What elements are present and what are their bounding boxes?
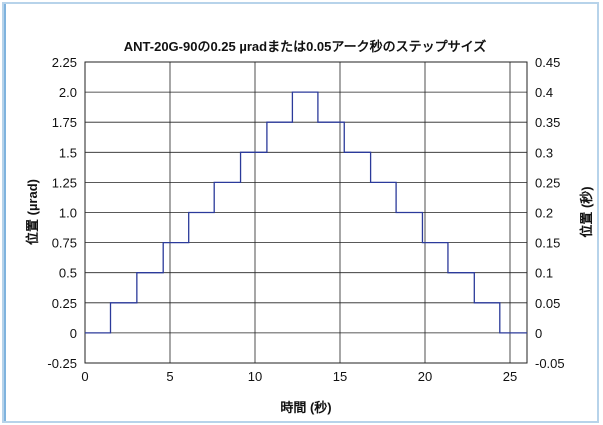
x-tick-label: 0	[81, 369, 88, 384]
grid	[84, 61, 527, 364]
y-tick-label-right: 0.2	[535, 206, 553, 221]
y-tick-label-right: 0.35	[535, 115, 560, 130]
y-tick-label-right: -0.05	[535, 356, 565, 371]
series-line	[85, 91, 527, 334]
y-axis-label-right: 位置 (秒)	[579, 186, 594, 237]
x-axis-label: 時間 (秒)	[280, 400, 331, 415]
y-tick-label-right: 0.45	[535, 55, 560, 70]
plot-area	[84, 61, 528, 364]
y-tick-label-right: 0.4	[535, 85, 553, 100]
y-tick-label: 0	[70, 326, 77, 341]
left-ticks: 2.25 2.0 1.75 1.5 1.25 1.0 0.75 0.5 0.25 0 -0.25	[47, 55, 77, 371]
x-tick-label: 5	[166, 369, 173, 384]
right-ticks: 0.45 0.4 0.35 0.3 0.25 0.2 0.15 0.1 0.05 0 -0.05	[535, 55, 565, 371]
x-tick-label: 20	[418, 369, 432, 384]
x-tick-label: 15	[333, 369, 347, 384]
y-tick-label-right: 0.25	[535, 175, 560, 190]
y-tick-label: 2.0	[59, 85, 77, 100]
x-tick-label: 25	[503, 369, 517, 384]
y-tick-label: 0.25	[52, 296, 77, 311]
y-tick-label: 1.0	[59, 206, 77, 221]
y-tick-label: -0.25	[47, 356, 77, 371]
y-tick-label-right: 0.3	[535, 145, 553, 160]
y-tick-label: 2.25	[52, 55, 77, 70]
y-tick-label-right: 0.05	[535, 296, 560, 311]
y-tick-label-right: 0	[535, 326, 542, 341]
chart-title: ANT-20G-90の0.25 µradまたは0.05アーク秒のステップサイズ	[124, 39, 486, 54]
y-tick-label-right: 0.1	[535, 266, 553, 281]
y-tick-label: 0.5	[59, 266, 77, 281]
x-ticks: 0 5 10 15 20 25	[81, 369, 517, 384]
y-tick-label: 0.75	[52, 236, 77, 251]
x-tick-label: 10	[248, 369, 262, 384]
y-tick-label: 1.75	[52, 115, 77, 130]
y-tick-label: 1.25	[52, 175, 77, 190]
y-axis-label: 位置 (µrad)	[25, 179, 40, 245]
y-tick-label: 1.5	[59, 145, 77, 160]
y-tick-label-right: 0.15	[535, 236, 560, 251]
